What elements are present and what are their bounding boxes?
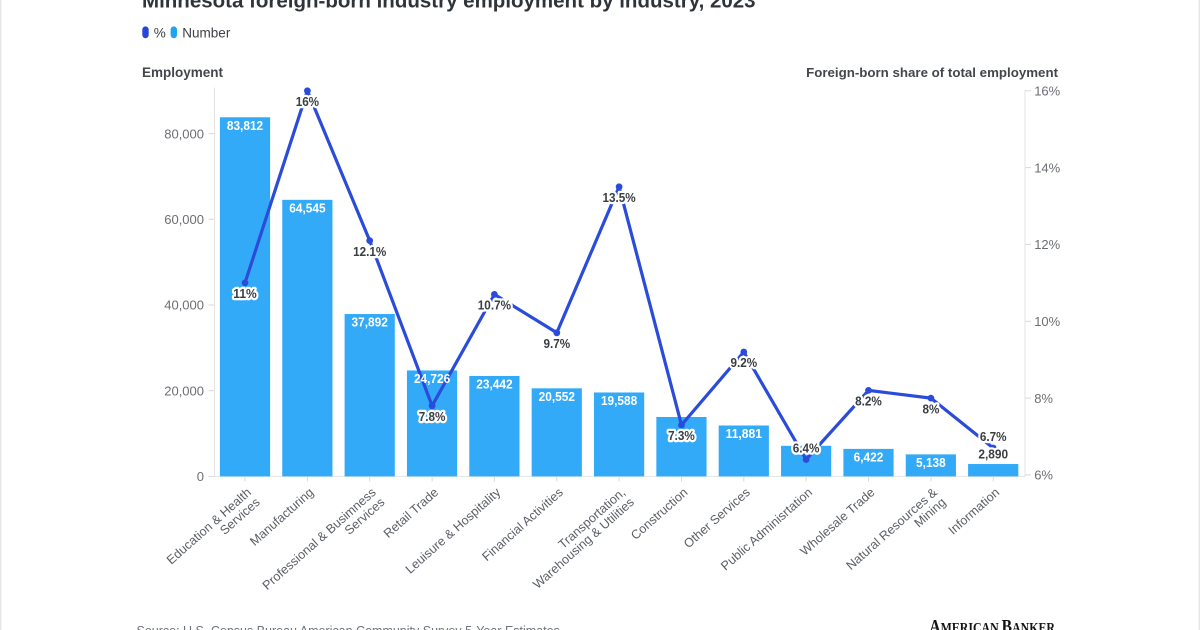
svg-text:12.1%: 12.1% [353, 244, 387, 259]
svg-text:16%: 16% [296, 94, 320, 109]
svg-text:23,442: 23,442 [476, 378, 512, 392]
svg-text:8.2%: 8.2% [855, 394, 882, 409]
svg-text:20,000: 20,000 [164, 383, 204, 398]
svg-text:6%: 6% [1034, 468, 1053, 483]
svg-text:80,000: 80,000 [164, 126, 204, 141]
svg-text:64,545: 64,545 [289, 201, 325, 215]
svg-text:Construction: Construction [628, 485, 690, 542]
svg-text:13.5%: 13.5% [603, 190, 637, 205]
svg-text:AMERICAN BANKER: AMERICAN BANKER [929, 616, 1055, 630]
svg-text:8%: 8% [1034, 391, 1053, 406]
svg-text:24,726: 24,726 [414, 372, 450, 386]
svg-text:Professional & BusimnessServic: Professional & BusimnessServices [260, 485, 388, 602]
svg-text:20,552: 20,552 [539, 390, 575, 404]
svg-text:6.4%: 6.4% [793, 441, 820, 456]
svg-text:11,881: 11,881 [726, 427, 762, 441]
svg-text:0: 0 [197, 469, 204, 484]
svg-text:%: % [154, 26, 166, 41]
svg-text:8%: 8% [922, 401, 939, 416]
svg-text:83,812: 83,812 [227, 119, 263, 133]
svg-text:Retail Trade: Retail Trade [381, 485, 441, 540]
svg-text:Minnesota foreign-born industr: Minnesota foreign-born industry employme… [142, 0, 756, 13]
svg-text:6,422: 6,422 [854, 450, 884, 464]
svg-text:Education & HealthServices: Education & HealthServices [164, 485, 263, 577]
svg-text:Foreign-born share of total em: Foreign-born share of total employment [806, 65, 1058, 80]
svg-text:9.7%: 9.7% [543, 336, 570, 351]
svg-text:Source: U.S. Census Bureau Ame: Source: U.S. Census Bureau American Comm… [137, 624, 560, 630]
svg-text:7.8%: 7.8% [419, 409, 446, 424]
svg-text:Information: Information [946, 485, 1002, 537]
svg-text:7.3%: 7.3% [668, 428, 695, 443]
svg-text:Employment: Employment [142, 65, 224, 80]
svg-text:2,890: 2,890 [978, 448, 1008, 462]
svg-text:37,892: 37,892 [352, 316, 388, 330]
svg-text:5,138: 5,138 [916, 456, 946, 470]
svg-text:10%: 10% [1034, 314, 1060, 329]
svg-text:Number: Number [182, 26, 231, 41]
svg-text:6.7%: 6.7% [980, 429, 1007, 444]
svg-text:40,000: 40,000 [164, 298, 204, 313]
svg-text:Manufacturing: Manufacturing [247, 485, 316, 548]
svg-text:9.2%: 9.2% [730, 355, 757, 370]
svg-text:10.7%: 10.7% [478, 298, 512, 313]
svg-text:12%: 12% [1034, 237, 1060, 252]
svg-text:11%: 11% [233, 286, 257, 301]
svg-text:16%: 16% [1034, 84, 1060, 99]
svg-text:14%: 14% [1034, 160, 1060, 175]
svg-text:19,588: 19,588 [601, 394, 637, 408]
svg-text:60,000: 60,000 [164, 212, 204, 227]
